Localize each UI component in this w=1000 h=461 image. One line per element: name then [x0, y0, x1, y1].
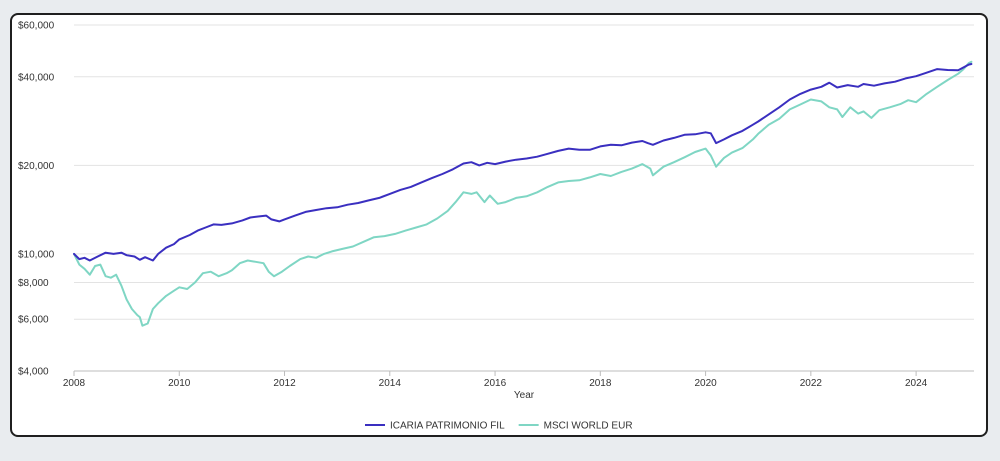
legend-item[interactable]: MSCI WORLD EUR — [518, 421, 633, 432]
y-axis-ticks: $4,000 $6,000 $8,000 $10,000 $20,000 $40,000 $… — [18, 21, 55, 378]
y-tick-label: $6,000 — [18, 315, 49, 326]
y-tick-label: $8,000 — [18, 278, 49, 289]
series-line-icaria-patrimonio-fil — [73, 63, 973, 262]
chart-card: $4,000 $6,000 $8,000 $10,000 $20,000 $40,000 $… — [10, 13, 988, 437]
x-axis-ticks: 2008 2010 2012 2014 2016 2018 2020 2022 2024 — [63, 371, 928, 389]
x-tick-label: 2016 — [484, 378, 507, 389]
x-axis-title: Year — [514, 390, 535, 401]
y-tick-label: $40,000 — [18, 72, 55, 83]
y-tick-label: $20,000 — [18, 161, 55, 172]
x-tick-label: 2014 — [379, 378, 402, 389]
y-tick-label: $60,000 — [18, 21, 55, 32]
legend-item[interactable]: ICARIA PATRIMONIO FIL — [365, 421, 505, 432]
x-tick-label: 2018 — [589, 378, 612, 389]
line-chart: $4,000 $6,000 $8,000 $10,000 $20,000 $40,000 $… — [18, 21, 974, 432]
y-tick-label: $4,000 — [18, 367, 49, 378]
x-tick-label: 2008 — [63, 378, 86, 389]
y-tick-label: $10,000 — [18, 249, 55, 260]
x-tick-label: 2020 — [694, 378, 717, 389]
series-lines — [73, 60, 973, 327]
x-tick-label: 2024 — [905, 378, 928, 389]
legend-label: ICARIA PATRIMONIO FIL — [390, 421, 505, 432]
x-tick-label: 2010 — [168, 378, 191, 389]
x-tick-label: 2012 — [273, 378, 296, 389]
legend: ICARIA PATRIMONIO FIL MSCI WORLD EUR — [365, 421, 633, 432]
gridlines — [74, 24, 974, 372]
x-tick-label: 2022 — [800, 378, 823, 389]
legend-label: MSCI WORLD EUR — [544, 421, 633, 432]
series-line-msci-world-eur — [73, 60, 973, 327]
